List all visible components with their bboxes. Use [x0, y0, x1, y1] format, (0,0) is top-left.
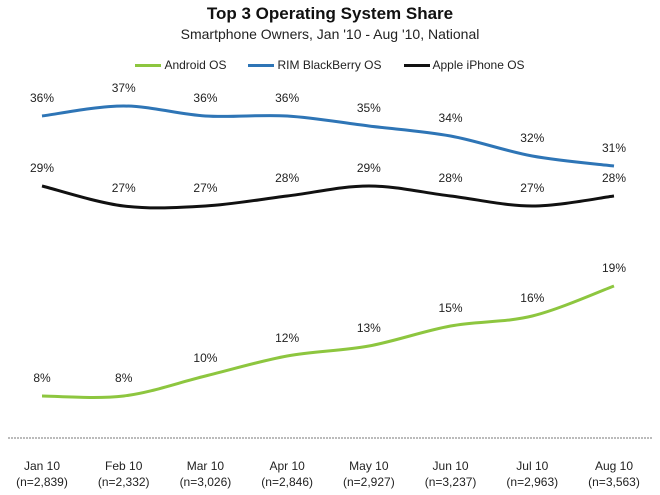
data-label: 8%: [33, 371, 51, 385]
data-label: 27%: [193, 181, 217, 195]
x-tick-month: Mar 10: [186, 459, 225, 473]
data-label: 8%: [115, 371, 133, 385]
data-label: 28%: [602, 171, 626, 185]
x-tick-label: Aug 10 (n=3,563): [574, 458, 654, 490]
x-tick-label: Jan 10 (n=2,839): [2, 458, 82, 490]
x-tick-sample-size: (n=2,927): [342, 475, 395, 489]
data-label: 10%: [193, 351, 217, 365]
data-label: 36%: [275, 91, 299, 105]
legend-swatch: [135, 63, 162, 67]
x-tick-sample-size: (n=2,963): [506, 475, 559, 489]
x-tick-month: May 10: [349, 459, 389, 473]
data-label: 34%: [439, 111, 463, 125]
data-label: 13%: [357, 321, 381, 335]
legend-item: RIM BlackBerry OS: [248, 58, 382, 72]
data-label: 37%: [112, 81, 136, 95]
x-tick-month: Jun 10: [432, 459, 469, 473]
x-tick-sample-size: (n=2,839): [16, 475, 68, 489]
x-tick-month: Aug 10: [594, 459, 634, 473]
data-label: 12%: [275, 331, 299, 345]
data-label: 36%: [30, 91, 54, 105]
series-line-apple-iphone-os: [41, 184, 615, 210]
x-tick-month: Apr 10: [269, 459, 305, 473]
data-label: 19%: [602, 261, 626, 275]
x-tick-label: Mar 10 (n=3,026): [165, 458, 245, 490]
data-label: 29%: [30, 161, 54, 175]
legend-label: RIM BlackBerry OS: [277, 58, 382, 72]
legend-label: Android OS: [164, 58, 227, 72]
data-label: 15%: [439, 301, 463, 315]
data-label: 28%: [275, 171, 299, 185]
chart-subtitle: Smartphone Owners, Jan '10 - Aug '10, Na…: [180, 26, 480, 42]
data-label: 27%: [520, 181, 544, 195]
data-label: 16%: [520, 291, 544, 305]
x-tick-label: Feb 10 (n=2,332): [84, 458, 164, 490]
legend: Android OS RIM BlackBerry OS Apple iPhone …: [0, 58, 660, 72]
x-tick-sample-size: (n=3,026): [179, 475, 232, 489]
x-tick-sample-size: (n=2,846): [261, 475, 313, 489]
series-line-android-os: [41, 284, 615, 399]
data-label: 32%: [520, 131, 544, 145]
legend-swatch: [403, 63, 430, 67]
x-tick-label: Apr 10 (n=2,846): [247, 458, 327, 490]
legend-item: Android OS: [135, 58, 226, 72]
x-tick-sample-size: (n=3,237): [424, 475, 477, 489]
x-tick-month: Jan 10: [23, 459, 61, 473]
data-label: 35%: [357, 101, 381, 115]
data-label: 29%: [357, 161, 381, 175]
x-tick-month: Jul 10: [516, 459, 549, 473]
chart-title: Top 3 Operating System Share: [206, 4, 454, 23]
legend-item: Apple iPhone OS: [403, 58, 525, 72]
x-tick-label: Jul 10 (n=2,963): [492, 458, 572, 490]
legend-swatch: [248, 63, 275, 67]
x-tick-label: Jun 10 (n=3,237): [411, 458, 491, 490]
data-label: 31%: [602, 141, 626, 155]
x-tick-sample-size: (n=3,563): [588, 475, 640, 489]
data-label: 36%: [193, 91, 217, 105]
x-tick-label: May 10 (n=2,927): [329, 458, 409, 490]
legend-label: Apple iPhone OS: [432, 58, 525, 72]
x-tick-month: Feb 10: [105, 459, 143, 473]
x-tick-sample-size: (n=2,332): [97, 475, 150, 489]
series-line-rim-blackberry-os: [41, 104, 615, 168]
data-label: 28%: [439, 171, 463, 185]
data-label: 27%: [112, 181, 136, 195]
